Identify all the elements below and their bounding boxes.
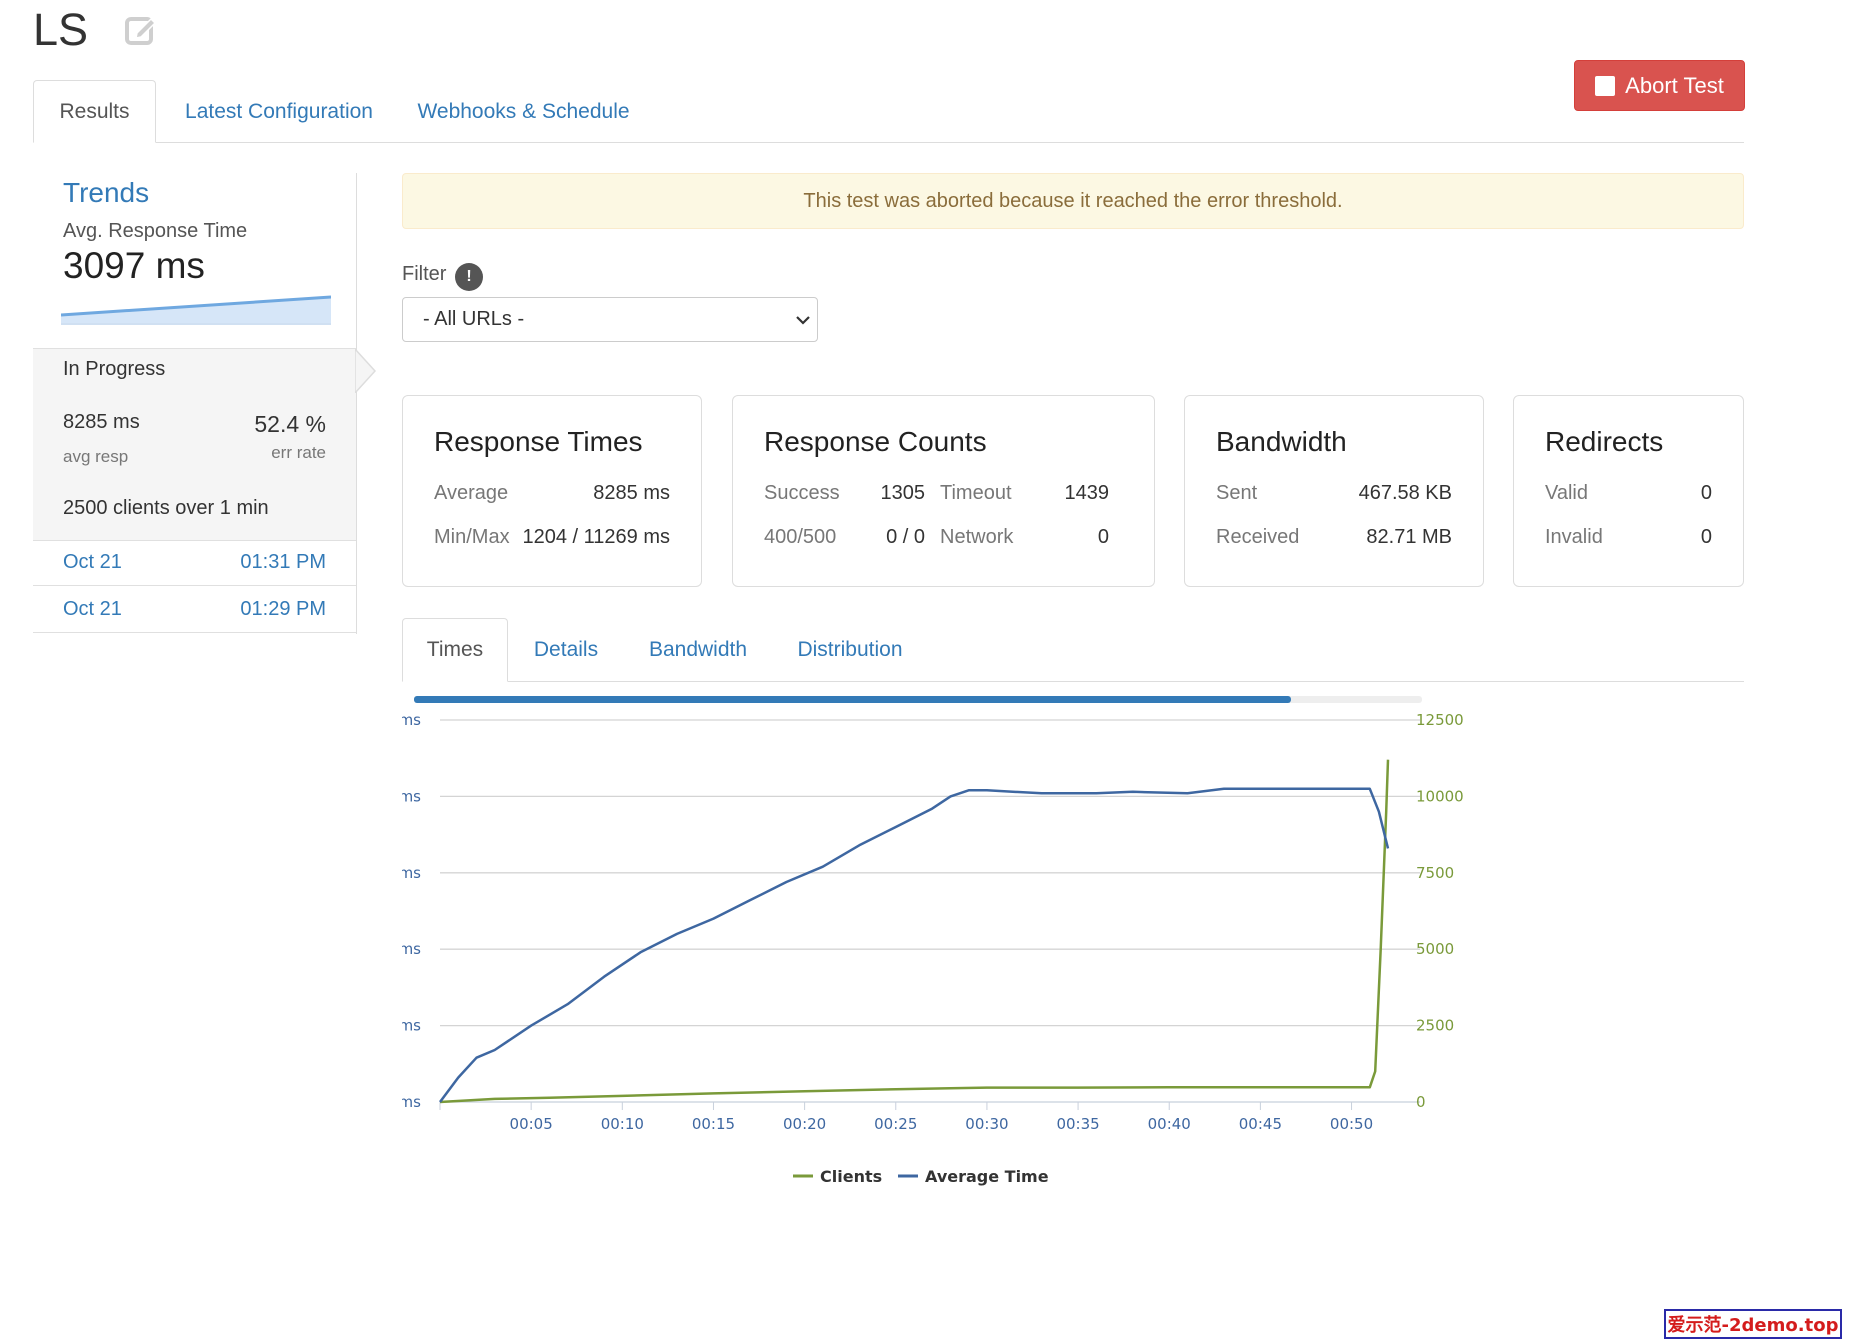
- y-tick-label-right: 10000: [1416, 787, 1464, 805]
- history-row[interactable]: Oct 21 01:29 PM: [33, 586, 356, 633]
- progress-fill: [414, 696, 1291, 703]
- y-tick-label-right: 0: [1416, 1093, 1426, 1111]
- errors-value: 0 / 0: [886, 526, 925, 548]
- page-title: LS: [33, 4, 89, 55]
- y-tick-label-left: 10000 ms: [402, 787, 421, 805]
- tab-webhooks-schedule[interactable]: Webhooks & Schedule: [417, 99, 630, 123]
- abort-test-label: Abort Test: [1625, 72, 1724, 98]
- x-tick-label: 00:10: [601, 1115, 644, 1133]
- y-tick-label-right: 2500: [1416, 1017, 1454, 1035]
- edit-icon[interactable]: [121, 10, 161, 50]
- y-tick-label-right: 12500: [1416, 711, 1464, 729]
- network-label: Network: [940, 526, 1014, 548]
- valid-label: Valid: [1545, 482, 1588, 504]
- y-tick-label-left: 0 ms: [402, 1093, 421, 1111]
- redirects-card: Redirects Valid 0 Invalid 0: [1513, 395, 1744, 587]
- info-icon[interactable]: !: [455, 263, 483, 291]
- trends-title[interactable]: Trends: [63, 177, 150, 208]
- sent-label: Sent: [1216, 482, 1258, 504]
- valid-value: 0: [1700, 482, 1712, 504]
- success-value: 1305: [880, 482, 926, 504]
- card-title: Response Counts: [764, 426, 987, 457]
- x-tick-label: 00:20: [783, 1115, 826, 1133]
- in-progress-title: In Progress: [63, 358, 166, 380]
- filter-label: Filter: [402, 263, 447, 285]
- trend-label: Avg. Response Time: [63, 220, 248, 242]
- history-time: 01:31 PM: [240, 551, 326, 573]
- clients-series-line: [439, 759, 1390, 1104]
- y-tick-label-left: 12500 ms: [402, 711, 421, 729]
- errors-label: 400/500: [764, 526, 837, 548]
- y-tick-label-left: 5000 ms: [402, 940, 421, 958]
- x-tick-label: 00:50: [1330, 1115, 1373, 1133]
- tabs-divider: [33, 142, 1744, 143]
- average-label: Average: [434, 482, 509, 504]
- legend-average-time-label: Average Time: [925, 1167, 1049, 1186]
- chart-tabs-divider: [402, 681, 1744, 682]
- avg-resp-value: 8285 ms: [63, 411, 140, 433]
- aborted-alert: This test was aborted because it reached…: [402, 173, 1744, 229]
- response-times-card: Response Times Average 8285 ms Min/Max 1…: [402, 395, 702, 587]
- card-title: Response Times: [434, 426, 643, 457]
- tab-results[interactable]: Results: [33, 80, 156, 143]
- response-time-sparkline: [61, 295, 331, 325]
- timeout-label: Timeout: [940, 482, 1012, 504]
- trend-value: 3097 ms: [63, 245, 205, 286]
- stop-icon: [1595, 75, 1616, 96]
- x-tick-label: 00:40: [1148, 1115, 1191, 1133]
- y-tick-label-left: 2500 ms: [402, 1017, 421, 1035]
- response-time-chart: 0 ms 2500 ms 5000 ms 7500 ms 10000 ms 12500 m…: [402, 696, 1464, 1186]
- clients-summary: 2500 clients over 1 min: [63, 497, 269, 519]
- network-value: 0: [1097, 526, 1109, 548]
- minmax-value: 1204 / 11269 ms: [522, 526, 670, 548]
- tab-latest-configuration[interactable]: Latest Configuration: [185, 99, 373, 123]
- sent-value: 467.58 KB: [1358, 482, 1452, 504]
- minmax-label: Min/Max: [434, 526, 510, 548]
- received-label: Received: [1216, 526, 1300, 548]
- average-time-series-line: [438, 787, 1390, 1103]
- x-tick-label: 00:25: [874, 1115, 917, 1133]
- success-label: Success: [764, 482, 840, 504]
- url-filter-select[interactable]: - All URLs -: [402, 297, 818, 342]
- history-row[interactable]: Oct 21 01:31 PM: [33, 539, 356, 586]
- tab-distribution[interactable]: Distribution: [797, 638, 903, 661]
- sidebar: Trends Avg. Response Time 3097 ms In Pro…: [33, 173, 377, 634]
- invalid-value: 0: [1700, 526, 1712, 548]
- received-value: 82.71 MB: [1366, 526, 1452, 548]
- tab-details[interactable]: Details: [533, 638, 599, 661]
- tab-times[interactable]: Times: [402, 618, 508, 682]
- watermark-logo: 爱示范-2demo.top: [1664, 1309, 1842, 1339]
- history-time: 01:29 PM: [240, 598, 326, 620]
- err-rate-value: 52.4 %: [254, 411, 326, 437]
- legend-clients-label: Clients: [820, 1167, 882, 1186]
- chevron-down-icon: [796, 316, 810, 325]
- response-counts-card: Response Counts Success 1305 Timeout 143…: [732, 395, 1155, 587]
- y-tick-label-left: 7500 ms: [402, 864, 421, 882]
- panel-pointer-icon: [355, 349, 377, 393]
- timeout-value: 1439: [1064, 482, 1110, 504]
- average-value: 8285 ms: [593, 482, 670, 504]
- x-tick-label: 00:35: [1056, 1115, 1099, 1133]
- history-date: Oct 21: [63, 551, 122, 573]
- x-tick-label: 00:15: [692, 1115, 735, 1133]
- err-rate-label: err rate: [271, 443, 326, 462]
- in-progress-panel[interactable]: [33, 348, 356, 541]
- bandwidth-card: Bandwidth Sent 467.58 KB Received 82.71 …: [1184, 395, 1484, 587]
- invalid-label: Invalid: [1545, 526, 1603, 548]
- avg-resp-label: avg resp: [63, 447, 129, 466]
- tab-bandwidth[interactable]: Bandwidth: [648, 638, 748, 661]
- x-tick-label: 00:05: [510, 1115, 553, 1133]
- x-tick-label: 00:30: [965, 1115, 1008, 1133]
- card-title: Bandwidth: [1216, 426, 1347, 457]
- card-title: Redirects: [1545, 426, 1664, 457]
- y-tick-label-right: 7500: [1416, 864, 1454, 882]
- abort-test-button[interactable]: Abort Test: [1574, 60, 1745, 111]
- x-tick-label: 00:45: [1239, 1115, 1282, 1133]
- history-date: Oct 21: [63, 598, 122, 620]
- y-tick-label-right: 5000: [1416, 940, 1454, 958]
